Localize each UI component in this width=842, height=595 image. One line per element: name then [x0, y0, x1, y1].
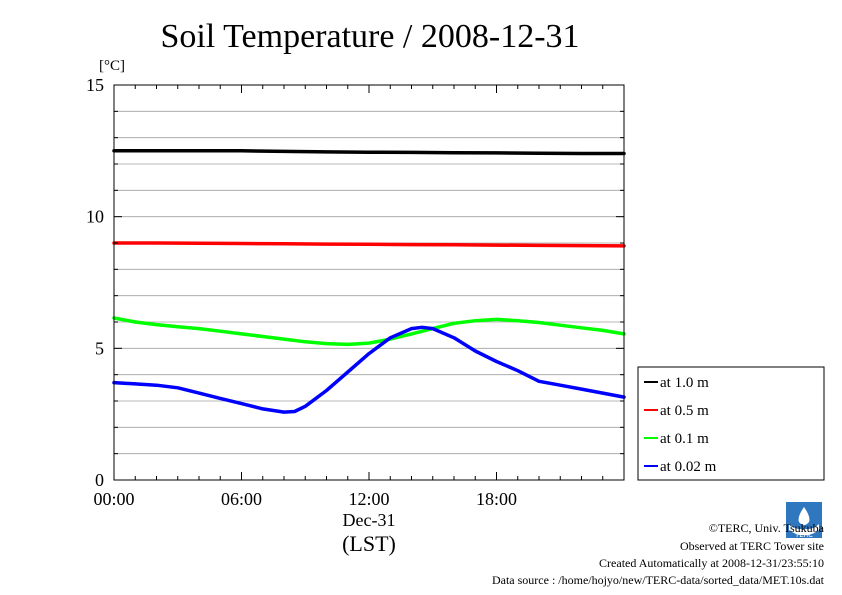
y-tick-label: 15	[86, 75, 104, 95]
legend-label: at 0.02 m	[660, 459, 717, 475]
chart-title: Soil Temperature / 2008-12-31	[160, 18, 579, 55]
grid-lines	[114, 110, 624, 455]
legend-label: at 0.5 m	[660, 403, 709, 419]
plot-frame	[113, 84, 625, 481]
series-line-3	[112, 325, 626, 414]
legend-label: at 1.0 m	[660, 375, 709, 391]
logo-text: TERC	[794, 531, 813, 539]
series-line-2	[112, 316, 626, 347]
copyright-text: ©TERC, Univ. Tsukuba	[709, 521, 825, 535]
logo-wave	[789, 524, 819, 536]
x-tick-labels: 00:00 06:00 12:00 18:00	[93, 489, 517, 509]
x-tick-label: 18:00	[476, 489, 517, 509]
created-timestamp-text: Created Automatically at 2008-12-31/23:5…	[599, 556, 824, 570]
y-axis-unit: [°C]	[99, 58, 125, 74]
observed-site-text: Observed at TERC Tower site	[680, 539, 824, 553]
y-tick-label: 5	[95, 338, 104, 358]
y-tick-labels: 0 5 10 15	[86, 75, 104, 490]
series-line-1	[112, 241, 626, 248]
series-line-0	[112, 149, 626, 156]
x-tick-label: 00:00	[93, 489, 134, 509]
y-tick-label: 0	[95, 470, 104, 490]
legend-label: at 0.1 m	[660, 431, 709, 447]
x-axis-title: (LST)	[342, 531, 396, 556]
legend-box	[637, 366, 825, 481]
series-lines	[112, 149, 626, 414]
data-source-text: Data source : /home/hojyo/new/TERC-data/…	[492, 573, 825, 587]
legend: at 1.0 m at 0.5 m at 0.1 m at 0.02 m	[637, 366, 825, 481]
y-tick-label: 10	[86, 207, 104, 227]
x-tick-label: 06:00	[221, 489, 262, 509]
terc-logo: TERC	[786, 502, 822, 539]
x-tick-label: 12:00	[348, 489, 389, 509]
logo-droplet	[798, 507, 810, 525]
axis-ticks	[113, 84, 625, 481]
x-axis-date-label: Dec-31	[343, 510, 396, 530]
